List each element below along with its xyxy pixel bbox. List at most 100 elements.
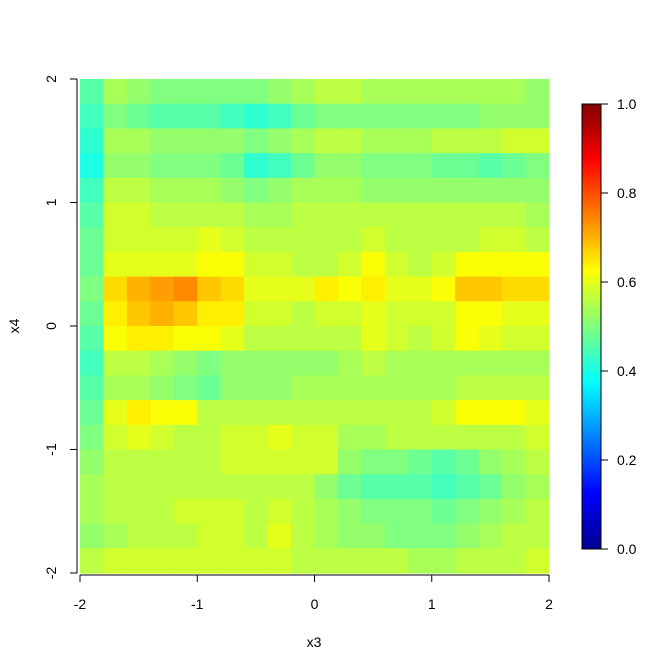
heatmap-cell [173, 202, 198, 228]
heatmap-cell [126, 424, 151, 451]
heatmap-cell [150, 326, 175, 352]
heatmap-cell [478, 301, 503, 327]
heatmap-cell [80, 400, 105, 426]
colorbar-tick-label: 0.2 [617, 452, 637, 468]
heatmap-cell [291, 400, 316, 426]
heatmap-cell [244, 326, 269, 352]
heatmap-cell [314, 498, 339, 525]
heatmap-cell [103, 128, 128, 154]
heatmap-cell [197, 400, 222, 426]
y-axis-title: x4 [6, 318, 22, 333]
heatmap-cell [244, 276, 269, 302]
heatmap-cell [525, 350, 550, 376]
heatmap-cell [150, 375, 175, 401]
heatmap-cell [244, 251, 269, 278]
heatmap-cell [525, 251, 550, 278]
heatmap-cell [220, 523, 245, 549]
heatmap-cell [384, 301, 409, 327]
heatmap-cell [244, 128, 269, 154]
heatmap-cell [361, 375, 386, 401]
heatmap-cell [408, 251, 433, 278]
heatmap-cell [126, 103, 151, 129]
y-tick-label: 0 [43, 322, 59, 330]
heatmap-cell [80, 449, 105, 475]
heatmap-cell [80, 79, 105, 105]
heatmap-cell [384, 202, 409, 228]
heatmap-cell [267, 153, 292, 179]
heatmap-cell [525, 103, 550, 129]
colorbar-gradient [581, 103, 602, 550]
heatmap-cell [197, 251, 222, 278]
heatmap-cell [126, 548, 151, 574]
heatmap-cell [455, 227, 480, 253]
heatmap-cell [173, 251, 198, 278]
heatmap-cell [150, 202, 175, 228]
heatmap-cell [361, 400, 386, 426]
heatmap-cell [314, 350, 339, 376]
heatmap-cell [103, 326, 128, 352]
heatmap-cell [126, 523, 151, 549]
heatmap-cell [408, 227, 433, 253]
colorbar: 0.0 0.2 0.4 0.6 0.8 1.0 [581, 96, 637, 557]
heatmap-cell [244, 523, 269, 549]
heatmap-cell [408, 177, 433, 204]
heatmap-cell [267, 523, 292, 549]
heatmap-cell [220, 350, 245, 376]
heatmap-cell [80, 350, 105, 376]
heatmap-cell [337, 350, 362, 376]
heatmap-cell [408, 202, 433, 228]
heatmap-cell [478, 326, 503, 352]
heatmap-cell [478, 251, 503, 278]
heatmap-cell [197, 523, 222, 549]
heatmap-cell [220, 276, 245, 302]
heatmap-cell [220, 375, 245, 401]
heatmap-cell [267, 400, 292, 426]
heatmap-cell [431, 128, 456, 154]
heatmap-cell [80, 153, 105, 179]
heatmap-cell [173, 548, 198, 574]
heatmap-cell [525, 375, 550, 401]
heatmap-cell [408, 474, 433, 500]
heatmap-cell [384, 400, 409, 426]
heatmap-cell [173, 375, 198, 401]
heatmap-cell [173, 523, 198, 549]
heatmap-cell [267, 424, 292, 451]
heatmap-cell [197, 153, 222, 179]
heatmap-cell [103, 79, 128, 105]
heatmap-cell [431, 326, 456, 352]
heatmap-cell [103, 276, 128, 302]
heatmap-cell [126, 326, 151, 352]
heatmap-cell [103, 103, 128, 129]
heatmap-cell [455, 128, 480, 154]
heatmap-cell [150, 177, 175, 204]
x-tick-label: -2 [74, 596, 87, 612]
heatmap-cell [150, 153, 175, 179]
heatmap-cell [337, 79, 362, 105]
heatmap-cell [150, 301, 175, 327]
heatmap-cell [173, 498, 198, 525]
heatmap-cell [244, 202, 269, 228]
heatmap-cell [525, 400, 550, 426]
heatmap-cell [173, 301, 198, 327]
heatmap-cell [408, 350, 433, 376]
heatmap-cell [314, 128, 339, 154]
heatmap-cell [337, 251, 362, 278]
heatmap-cell [502, 326, 527, 352]
heatmap-cell [314, 326, 339, 352]
heatmap-cell [478, 449, 503, 475]
heatmap-cell [244, 79, 269, 105]
heatmap-cell [291, 153, 316, 179]
heatmap-cell [197, 474, 222, 500]
colorbar-tick-label: 0.8 [617, 185, 637, 201]
heatmap-cell [80, 523, 105, 549]
heatmap-cell [291, 449, 316, 475]
heatmap-cell [337, 449, 362, 475]
heatmap-cell [220, 498, 245, 525]
heatmap-cell [384, 326, 409, 352]
heatmap-cell [455, 79, 480, 105]
heatmap-cell [502, 301, 527, 327]
heatmap-cell [431, 449, 456, 475]
heatmap-cell [478, 424, 503, 451]
heatmap-cell [267, 474, 292, 500]
heatmap-cell [103, 449, 128, 475]
